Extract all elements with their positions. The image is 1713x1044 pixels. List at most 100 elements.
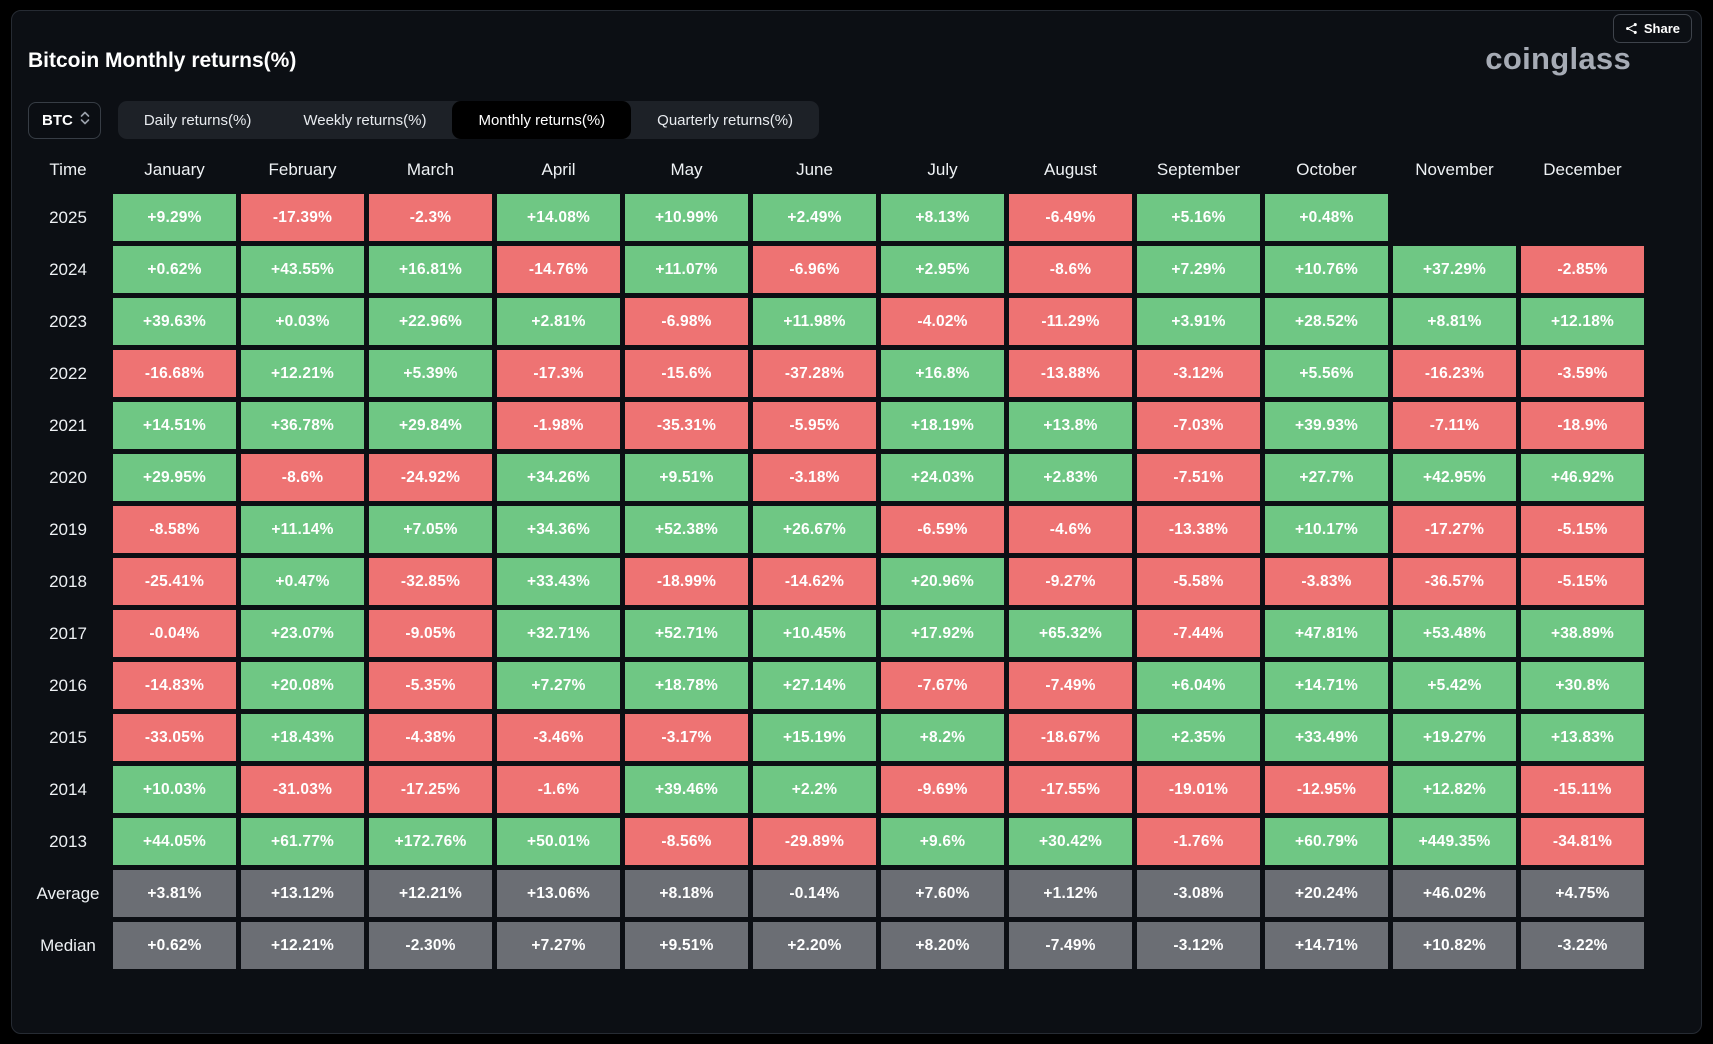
return-cell: -14.83% [113, 662, 236, 709]
column-header: February [268, 160, 337, 179]
return-cell: +20.08% [241, 662, 364, 709]
return-cell: -16.68% [113, 350, 236, 397]
row-label: 2015 [49, 727, 87, 747]
return-cell: -9.27% [1009, 558, 1132, 605]
column-header: December [1543, 160, 1622, 179]
return-cell: +18.43% [241, 714, 364, 761]
return-cell: +13.06% [497, 870, 620, 917]
return-cell: -0.14% [753, 870, 876, 917]
return-cell: -4.38% [369, 714, 492, 761]
return-cell: -36.57% [1393, 558, 1516, 605]
returns-tabs: Daily returns(%) Weekly returns(%) Month… [117, 101, 820, 139]
return-cell: +3.81% [113, 870, 236, 917]
return-cell: -3.08% [1137, 870, 1260, 917]
return-cell: -3.59% [1521, 350, 1644, 397]
row-label: 2017 [49, 623, 87, 643]
return-cell: -2.85% [1521, 246, 1644, 293]
return-cell: -11.29% [1009, 298, 1132, 345]
return-cell: +37.29% [1393, 246, 1516, 293]
return-cell: -17.25% [369, 766, 492, 813]
return-cell: +12.82% [1393, 766, 1516, 813]
tab-weekly-returns[interactable]: Weekly returns(%) [277, 101, 452, 139]
return-cell: +8.2% [881, 714, 1004, 761]
share-icon [1625, 22, 1638, 35]
return-cell: +4.75% [1521, 870, 1644, 917]
return-cell: -9.05% [369, 610, 492, 657]
return-cell: +10.82% [1393, 922, 1516, 969]
return-cell: -15.6% [625, 350, 748, 397]
return-cell: -7.51% [1137, 454, 1260, 501]
coinglass-logo: coinglass [1485, 41, 1631, 76]
controls-bar: BTC Daily returns(%) Weekly returns(%) M… [28, 101, 820, 139]
return-cell: -19.01% [1137, 766, 1260, 813]
return-cell: +9.51% [625, 454, 748, 501]
return-cell: -13.88% [1009, 350, 1132, 397]
tab-quarterly-returns[interactable]: Quarterly returns(%) [631, 101, 819, 139]
return-cell: +2.49% [753, 194, 876, 241]
return-cell: +8.18% [625, 870, 748, 917]
return-cell: +46.02% [1393, 870, 1516, 917]
return-cell: -3.22% [1521, 922, 1644, 969]
return-cell: +38.89% [1521, 610, 1644, 657]
return-cell: -18.67% [1009, 714, 1132, 761]
return-cell: +14.71% [1265, 922, 1388, 969]
column-header: August [1044, 160, 1097, 179]
return-cell: +8.20% [881, 922, 1004, 969]
column-header: November [1415, 160, 1494, 179]
return-cell: -4.02% [881, 298, 1004, 345]
column-header: June [796, 160, 833, 179]
return-cell: -7.49% [1009, 662, 1132, 709]
return-cell: -7.49% [1009, 922, 1132, 969]
return-cell: +12.21% [241, 350, 364, 397]
chart-card: Share Bitcoin Monthly returns(%) coingla… [11, 10, 1702, 1034]
return-cell: +30.8% [1521, 662, 1644, 709]
return-cell: +10.99% [625, 194, 748, 241]
return-cell: +6.04% [1137, 662, 1260, 709]
return-cell: +0.48% [1265, 194, 1388, 241]
row-label: 2013 [49, 831, 87, 851]
return-cell: -34.81% [1521, 818, 1644, 865]
return-cell: +5.39% [369, 350, 492, 397]
return-cell: +26.67% [753, 506, 876, 553]
return-cell: +52.38% [625, 506, 748, 553]
return-cell: +7.27% [497, 662, 620, 709]
return-cell: -37.28% [753, 350, 876, 397]
return-cell: +5.16% [1137, 194, 1260, 241]
symbol-select[interactable]: BTC [28, 101, 101, 139]
return-cell: +0.62% [113, 922, 236, 969]
tab-monthly-returns[interactable]: Monthly returns(%) [452, 101, 632, 139]
return-cell: +12.21% [241, 922, 364, 969]
return-cell: +7.60% [881, 870, 1004, 917]
return-cell: -0.04% [113, 610, 236, 657]
row-label: 2024 [49, 259, 87, 279]
share-button[interactable]: Share [1612, 14, 1692, 43]
row-label: 2022 [49, 363, 87, 383]
return-cell: +10.76% [1265, 246, 1388, 293]
return-cell: +52.71% [625, 610, 748, 657]
return-cell: +12.18% [1521, 298, 1644, 345]
return-cell: -17.27% [1393, 506, 1516, 553]
return-cell: +61.77% [241, 818, 364, 865]
return-cell: +172.76% [369, 818, 492, 865]
return-cell: +22.96% [369, 298, 492, 345]
return-cell: +18.78% [625, 662, 748, 709]
return-cell: -7.67% [881, 662, 1004, 709]
return-cell: -3.17% [625, 714, 748, 761]
return-cell: +44.05% [113, 818, 236, 865]
return-cell: +5.42% [1393, 662, 1516, 709]
return-cell: +33.43% [497, 558, 620, 605]
return-cell: +449.35% [1393, 818, 1516, 865]
column-header: May [670, 160, 703, 179]
return-cell: -5.15% [1521, 506, 1644, 553]
return-cell: +28.52% [1265, 298, 1388, 345]
return-cell: -29.89% [753, 818, 876, 865]
return-cell: +0.62% [113, 246, 236, 293]
return-cell: -31.03% [241, 766, 364, 813]
return-cell: +17.92% [881, 610, 1004, 657]
row-label: 2014 [49, 779, 87, 799]
return-cell: -3.46% [497, 714, 620, 761]
return-cell: +34.36% [497, 506, 620, 553]
return-cell: +2.20% [753, 922, 876, 969]
tab-daily-returns[interactable]: Daily returns(%) [118, 101, 278, 139]
return-cell: -12.95% [1265, 766, 1388, 813]
